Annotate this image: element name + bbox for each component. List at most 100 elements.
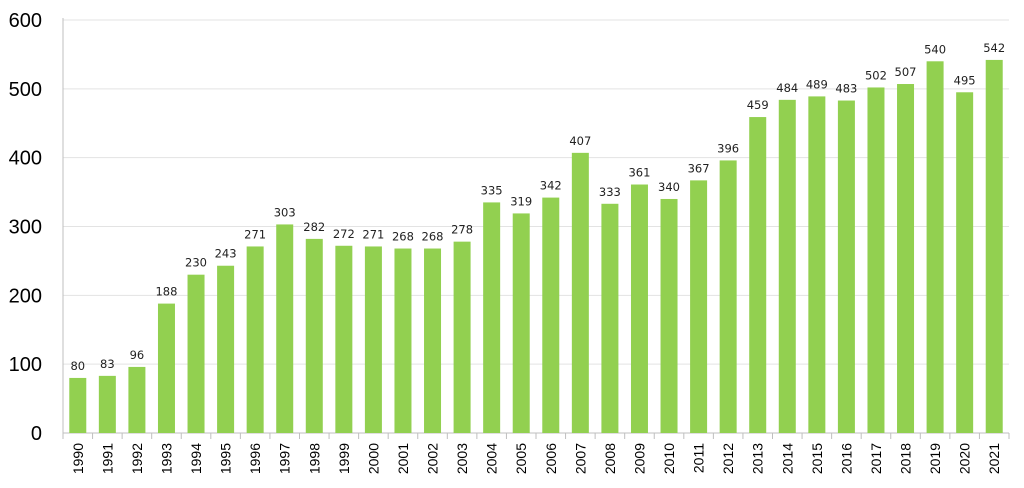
data-label-1997: 303 [274,205,296,219]
data-label-2018: 507 [895,65,917,79]
x-tick-label-2019: 2019 [927,443,943,474]
y-tick-label: 400 [9,148,42,170]
bar-1996 [246,246,264,433]
data-label-2006: 342 [540,179,562,193]
x-tick-label-2001: 2001 [395,443,411,474]
x-tick-label-2008: 2008 [602,443,618,474]
data-label-1996: 271 [244,227,266,241]
bar-2010 [660,198,678,433]
bar-2014 [778,99,796,433]
data-label-2008: 333 [599,185,621,199]
data-label-2012: 396 [717,141,739,155]
bar-1997 [276,224,294,433]
x-tick-label-2000: 2000 [365,443,381,474]
data-label-2017: 502 [865,68,887,82]
data-label-1993: 188 [155,285,177,299]
bar-1995 [217,265,235,433]
data-label-2020: 495 [954,73,976,87]
bar-1998 [305,238,323,433]
y-tick-label: 300 [9,217,42,239]
bar-2012 [719,160,737,434]
bar-2005 [512,213,530,433]
bar-2018 [897,84,915,433]
x-tick-label-1993: 1993 [158,443,174,474]
x-tick-label-1998: 1998 [306,443,322,474]
bars [69,59,1003,434]
x-tick-label-1990: 1990 [70,443,86,474]
x-tick-label-1997: 1997 [277,443,293,474]
bar-2021 [985,59,1003,433]
data-label-2003: 278 [451,223,473,237]
x-axis-ticks: 1990 1991 1992 1993 1994 1995 1996 1997 1998 1999… [70,443,1002,474]
x-tick-label-2018: 2018 [898,443,914,474]
x-tick-label-1995: 1995 [218,443,234,474]
data-label-2019: 540 [924,42,946,56]
bar-2006 [542,197,560,433]
bar-1992 [128,366,146,433]
data-label-2016: 483 [835,82,857,96]
bar-2001 [394,248,412,433]
x-tick-label-2017: 2017 [868,443,884,474]
y-tick-label: 600 [9,10,42,32]
bar-2008 [601,203,619,433]
data-label-1998: 282 [303,220,325,234]
bar-2007 [571,152,589,433]
y-tick-label: 200 [9,285,42,307]
x-tick-label-1996: 1996 [247,443,263,474]
data-label-1994: 230 [185,256,207,270]
data-label-2001: 268 [392,230,414,244]
bar-1990 [69,377,87,433]
bar-2013 [749,117,767,434]
x-tick-label-2021: 2021 [986,443,1002,474]
bar-2020 [956,92,974,434]
bar-2003 [453,241,471,433]
x-tick-label-2014: 2014 [779,443,795,474]
x-tick-label-2006: 2006 [543,443,559,474]
bar-1999 [335,245,353,433]
data-label-2002: 268 [422,230,444,244]
x-tick-label-1991: 1991 [99,443,115,474]
x-tick-label-2002: 2002 [425,443,441,474]
bar-2017 [867,87,885,433]
y-tick-label: 0 [31,423,42,445]
data-label-2013: 459 [747,98,769,112]
x-tick-label-2013: 2013 [750,443,766,474]
data-label-1992: 96 [130,348,145,362]
y-tick-label: 500 [9,79,42,101]
data-label-2014: 484 [776,81,798,95]
x-tick-label-2012: 2012 [720,443,736,474]
data-label-1999: 272 [333,227,355,241]
data-label-2015: 489 [806,77,828,91]
x-tick-label-2020: 2020 [957,443,973,474]
data-label-2007: 407 [569,134,591,148]
data-label-2009: 361 [628,166,650,180]
data-label-1990: 80 [70,359,85,373]
x-tick-label-2007: 2007 [572,443,588,474]
bar-2011 [690,180,708,433]
data-label-1995: 243 [215,247,237,261]
data-labels: 80 83 96 188 230 243 271 303 282 272 271 268 268 278 3… [70,41,1005,373]
x-tick-label-2011: 2011 [691,443,707,473]
data-label-2004: 335 [481,183,503,197]
bar-2002 [424,248,442,433]
bar-2019 [926,61,944,434]
x-tick-label-2015: 2015 [809,443,825,474]
x-tick-label-2016: 2016 [838,443,854,474]
x-tick-label-2009: 2009 [631,443,647,474]
bar-2000 [364,246,382,433]
bar-2016 [837,100,855,433]
x-tick-label-2003: 2003 [454,443,470,474]
bar-2009 [630,184,648,433]
data-label-1991: 83 [100,357,115,371]
bar-1994 [187,274,205,433]
bar-2015 [808,96,826,433]
x-tick-label-2010: 2010 [661,443,677,474]
y-axis-ticks: 0 100 200 300 400 500 600 [9,10,42,445]
data-label-2010: 340 [658,180,680,194]
x-tick-label-1994: 1994 [188,443,204,474]
data-label-2005: 319 [510,194,532,208]
x-tick-label-2005: 2005 [513,443,529,474]
bar-1993 [157,303,175,433]
x-tick-label-2004: 2004 [484,443,500,474]
